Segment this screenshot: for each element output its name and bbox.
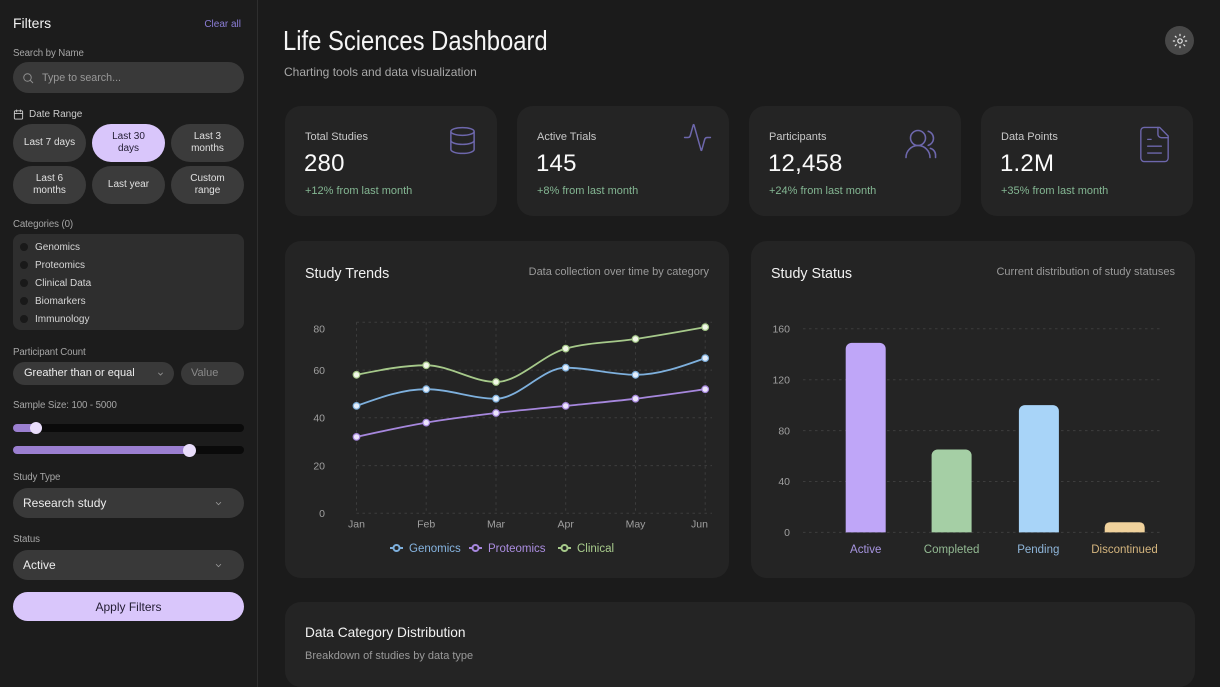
svg-text:Discontinued: Discontinued: [1091, 544, 1157, 556]
svg-text:80: 80: [778, 425, 790, 437]
svg-text:80: 80: [313, 324, 325, 336]
svg-text:May: May: [626, 519, 647, 531]
svg-text:Active: Active: [850, 544, 881, 556]
svg-text:Completed: Completed: [924, 544, 980, 556]
svg-text:60: 60: [313, 365, 325, 377]
svg-text:40: 40: [313, 413, 325, 425]
svg-text:Feb: Feb: [417, 519, 435, 531]
svg-text:Apr: Apr: [558, 519, 575, 531]
svg-text:40: 40: [778, 476, 790, 488]
svg-text:0: 0: [784, 527, 790, 539]
svg-text:Mar: Mar: [487, 519, 506, 531]
svg-text:Proteomics: Proteomics: [488, 543, 546, 555]
svg-text:20: 20: [313, 460, 325, 472]
svg-text:120: 120: [772, 374, 790, 386]
svg-text:Jun: Jun: [691, 519, 708, 531]
svg-text:Jan: Jan: [348, 519, 365, 531]
svg-text:0: 0: [319, 508, 325, 520]
svg-text:160: 160: [772, 324, 790, 336]
svg-text:Pending: Pending: [1017, 544, 1059, 556]
svg-text:Genomics: Genomics: [409, 543, 461, 555]
svg-text:Clinical: Clinical: [577, 543, 614, 555]
